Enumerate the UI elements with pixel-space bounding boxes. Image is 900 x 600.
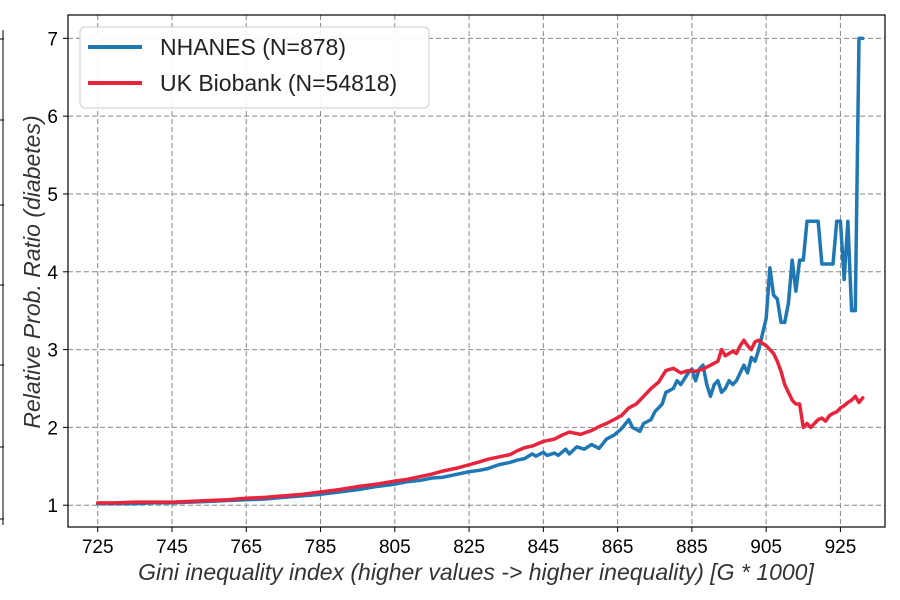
y-tick-label: 6 (47, 107, 58, 128)
left-axis-stub (0, 30, 4, 525)
y-tick-label: 4 (47, 263, 58, 284)
x-axis: 725 745 765 785 805 825 845 865 885 905 925 (82, 527, 856, 558)
x-tick-label: 825 (453, 537, 485, 558)
x-tick-label: 805 (379, 537, 411, 558)
x-tick-label: 765 (230, 537, 262, 558)
x-tick-label: 745 (156, 537, 188, 558)
series-line-nhanes (95, 36, 865, 506)
y-tick-label: 7 (47, 29, 58, 50)
x-tick-label: 725 (82, 537, 114, 558)
x-tick-label: 785 (305, 537, 337, 558)
y-tick-label: 5 (47, 185, 58, 206)
y-tick-label: 3 (47, 341, 58, 362)
legend-box (79, 26, 430, 109)
legend: NHANES (N=878) UK Biobank (N=54818) (79, 26, 430, 109)
y-axis-title: Relative Prob. Ratio (diabetes) (19, 115, 45, 428)
x-tick-label: 885 (676, 537, 708, 558)
legend-label-nhanes: NHANES (N=878) (160, 34, 346, 60)
y-axis: 1 2 3 4 5 6 7 (47, 29, 68, 517)
x-tick-label: 925 (825, 537, 857, 558)
legend-label-ukbiobank: UK Biobank (N=54818) (160, 70, 397, 96)
x-tick-label: 865 (602, 537, 634, 558)
series-layer (95, 36, 865, 506)
series-line-ukbiobank (95, 338, 865, 505)
plot-frame (67, 14, 886, 528)
y-tick-label: 1 (47, 496, 58, 517)
x-tick-label: 845 (527, 537, 559, 558)
x-tick-label: 905 (750, 537, 782, 558)
x-axis-title: Gini inequality index (higher values -> … (138, 559, 814, 585)
y-tick-label: 2 (47, 418, 58, 439)
